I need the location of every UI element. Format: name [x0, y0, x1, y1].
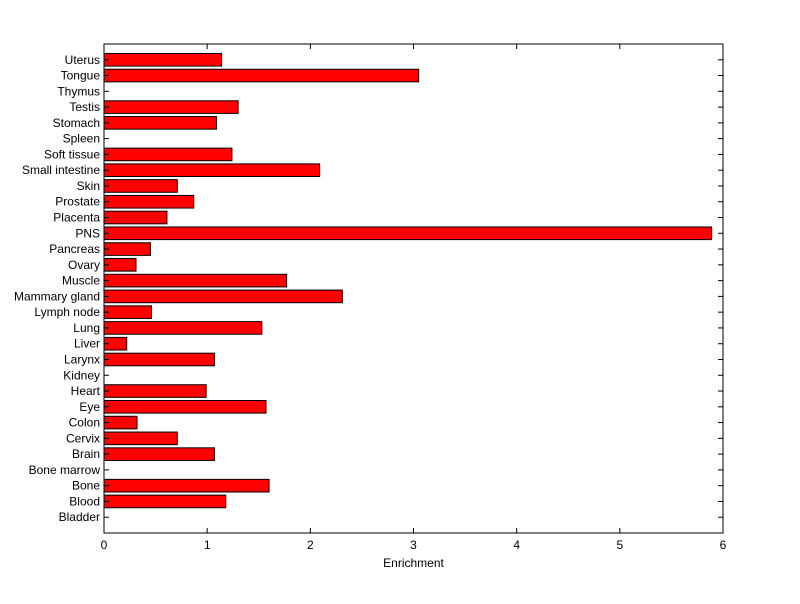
bar-muscle	[103, 273, 288, 288]
bar-skin	[103, 179, 178, 193]
y-tick-label-soft-tissue: Soft tissue	[44, 147, 100, 161]
bar-mammary-gland	[103, 289, 343, 304]
plot-frame	[103, 43, 724, 534]
y-tick-label-eye: Eye	[79, 400, 100, 414]
y-tick-label-skin: Skin	[77, 179, 100, 193]
y-tick-label-kidney: Kidney	[63, 368, 100, 382]
bar-brain	[103, 447, 215, 461]
bar-pns	[103, 226, 713, 241]
y-tick-label-lung: Lung	[73, 321, 100, 335]
y-tick-label-colon: Colon	[69, 416, 100, 430]
bar-bone	[103, 478, 270, 493]
y-tick-label-muscle: Muscle	[62, 274, 100, 288]
bar-stomach	[103, 116, 217, 130]
y-tick-label-liver: Liver	[74, 337, 100, 351]
y-tick-label-larynx: Larynx	[64, 352, 100, 366]
y-tick-label-bone: Bone	[72, 479, 100, 493]
bar-larynx	[103, 352, 215, 367]
y-tick-label-tongue: Tongue	[61, 69, 101, 83]
bar-heart	[103, 384, 207, 398]
x-tick-label-3: 3	[410, 538, 417, 552]
y-tick-label-bladder: Bladder	[59, 510, 100, 524]
y-tick-label-placenta: Placenta	[53, 211, 100, 225]
bar-small-intestine	[103, 163, 321, 178]
bar-prostate	[103, 194, 195, 209]
x-tick-label-2: 2	[307, 538, 314, 552]
y-tick-label-spleen: Spleen	[63, 132, 100, 146]
y-tick-label-prostate: Prostate	[55, 195, 100, 209]
bar-pancreas	[103, 242, 151, 256]
y-tick-label-stomach: Stomach	[53, 116, 100, 130]
y-tick-label-testis: Testis	[69, 100, 100, 114]
bar-soft-tissue	[103, 147, 233, 162]
y-tick-label-uterus: Uterus	[65, 53, 100, 67]
bar-lung	[103, 321, 263, 335]
bar-placenta	[103, 210, 168, 225]
x-tick-label-5: 5	[616, 538, 623, 552]
bar-blood	[103, 494, 227, 509]
y-tick-label-pns: PNS	[75, 226, 100, 240]
y-tick-label-bone-marrow: Bone marrow	[29, 463, 101, 477]
y-tick-label-lymph-node: Lymph node	[34, 305, 100, 319]
ticks-group	[103, 44, 724, 533]
y-tick-label-cervix: Cervix	[66, 431, 100, 445]
y-tick-label-thymus: Thymus	[57, 84, 100, 98]
bar-uterus	[103, 52, 223, 67]
bar-lymph-node	[103, 305, 152, 319]
x-tick-label-6: 6	[720, 538, 727, 552]
bar-tongue	[103, 68, 420, 83]
y-tick-label-small-intestine: Small intestine	[22, 163, 100, 177]
y-tick-label-brain: Brain	[72, 447, 100, 461]
y-tick-label-pancreas: Pancreas	[49, 242, 100, 256]
y-tick-label-heart: Heart	[71, 384, 101, 398]
y-tick-label-ovary: Ovary	[68, 258, 100, 272]
bar-testis	[103, 100, 239, 114]
x-tick-label-0: 0	[101, 538, 108, 552]
x-tick-label-1: 1	[204, 538, 211, 552]
bar-cervix	[103, 431, 178, 446]
x-tick-label-4: 4	[513, 538, 520, 552]
bar-eye	[103, 399, 267, 414]
y-tick-label-mammary-gland: Mammary gland	[14, 289, 100, 303]
y-tick-label-blood: Blood	[69, 494, 100, 508]
x-axis-title: Enrichment	[383, 556, 444, 570]
